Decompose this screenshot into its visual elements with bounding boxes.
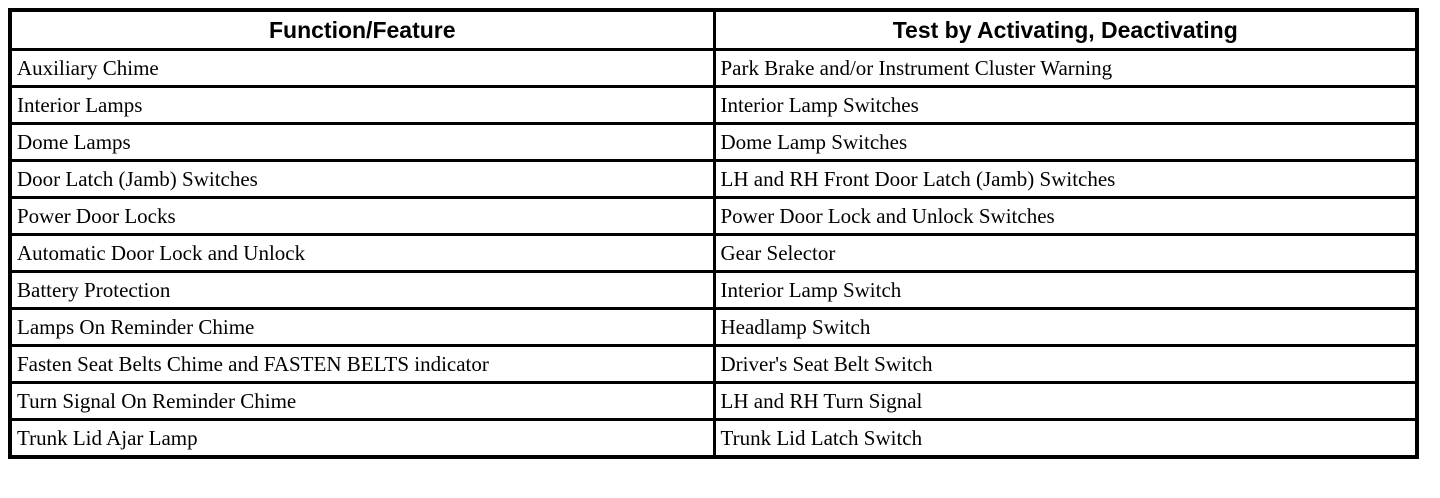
table-body: Auxiliary Chime Park Brake and/or Instrum… xyxy=(8,48,1419,459)
table-row: Auxiliary Chime Park Brake and/or Instrum… xyxy=(8,48,1419,88)
function-cell: Turn Signal On Reminder Chime xyxy=(8,381,716,421)
function-test-table: Function/Feature Test by Activating, Dea… xyxy=(8,8,1419,459)
header-test-by: Test by Activating, Deactivating xyxy=(712,8,1419,51)
function-cell: Fasten Seat Belts Chime and FASTEN BELTS… xyxy=(8,344,716,384)
test-cell: Park Brake and/or Instrument Cluster War… xyxy=(712,48,1419,88)
test-cell: Power Door Lock and Unlock Switches xyxy=(712,196,1419,236)
function-cell: Door Latch (Jamb) Switches xyxy=(8,159,716,199)
function-cell: Battery Protection xyxy=(8,270,716,310)
test-cell: LH and RH Front Door Latch (Jamb) Switch… xyxy=(712,159,1419,199)
test-cell: Headlamp Switch xyxy=(712,307,1419,347)
table-row: Lamps On Reminder Chime Headlamp Switch xyxy=(8,307,1419,347)
header-row: Function/Feature Test by Activating, Dea… xyxy=(8,8,1419,51)
test-cell: Interior Lamp Switches xyxy=(712,85,1419,125)
test-cell: Driver's Seat Belt Switch xyxy=(712,344,1419,384)
function-cell: Power Door Locks xyxy=(8,196,716,236)
test-cell: Trunk Lid Latch Switch xyxy=(712,418,1419,459)
function-cell: Automatic Door Lock and Unlock xyxy=(8,233,716,273)
test-cell: Gear Selector xyxy=(712,233,1419,273)
table-row: Battery Protection Interior Lamp Switch xyxy=(8,270,1419,310)
function-cell: Interior Lamps xyxy=(8,85,716,125)
function-cell: Auxiliary Chime xyxy=(8,48,716,88)
table-row: Door Latch (Jamb) Switches LH and RH Fron… xyxy=(8,159,1419,199)
test-cell: LH and RH Turn Signal xyxy=(712,381,1419,421)
function-cell: Dome Lamps xyxy=(8,122,716,162)
table-row: Turn Signal On Reminder Chime LH and RH T… xyxy=(8,381,1419,421)
function-cell: Trunk Lid Ajar Lamp xyxy=(8,418,716,459)
table-row: Interior Lamps Interior Lamp Switches xyxy=(8,85,1419,125)
table-row: Trunk Lid Ajar Lamp Trunk Lid Latch Switc… xyxy=(8,418,1419,459)
test-cell: Interior Lamp Switch xyxy=(712,270,1419,310)
table-row: Power Door Locks Power Door Lock and Unlo… xyxy=(8,196,1419,236)
test-cell: Dome Lamp Switches xyxy=(712,122,1419,162)
header-function-feature: Function/Feature xyxy=(8,8,716,51)
table-row: Fasten Seat Belts Chime and FASTEN BELTS… xyxy=(8,344,1419,384)
table-row: Dome Lamps Dome Lamp Switches xyxy=(8,122,1419,162)
function-cell: Lamps On Reminder Chime xyxy=(8,307,716,347)
table-row: Automatic Door Lock and Unlock Gear Selec… xyxy=(8,233,1419,273)
